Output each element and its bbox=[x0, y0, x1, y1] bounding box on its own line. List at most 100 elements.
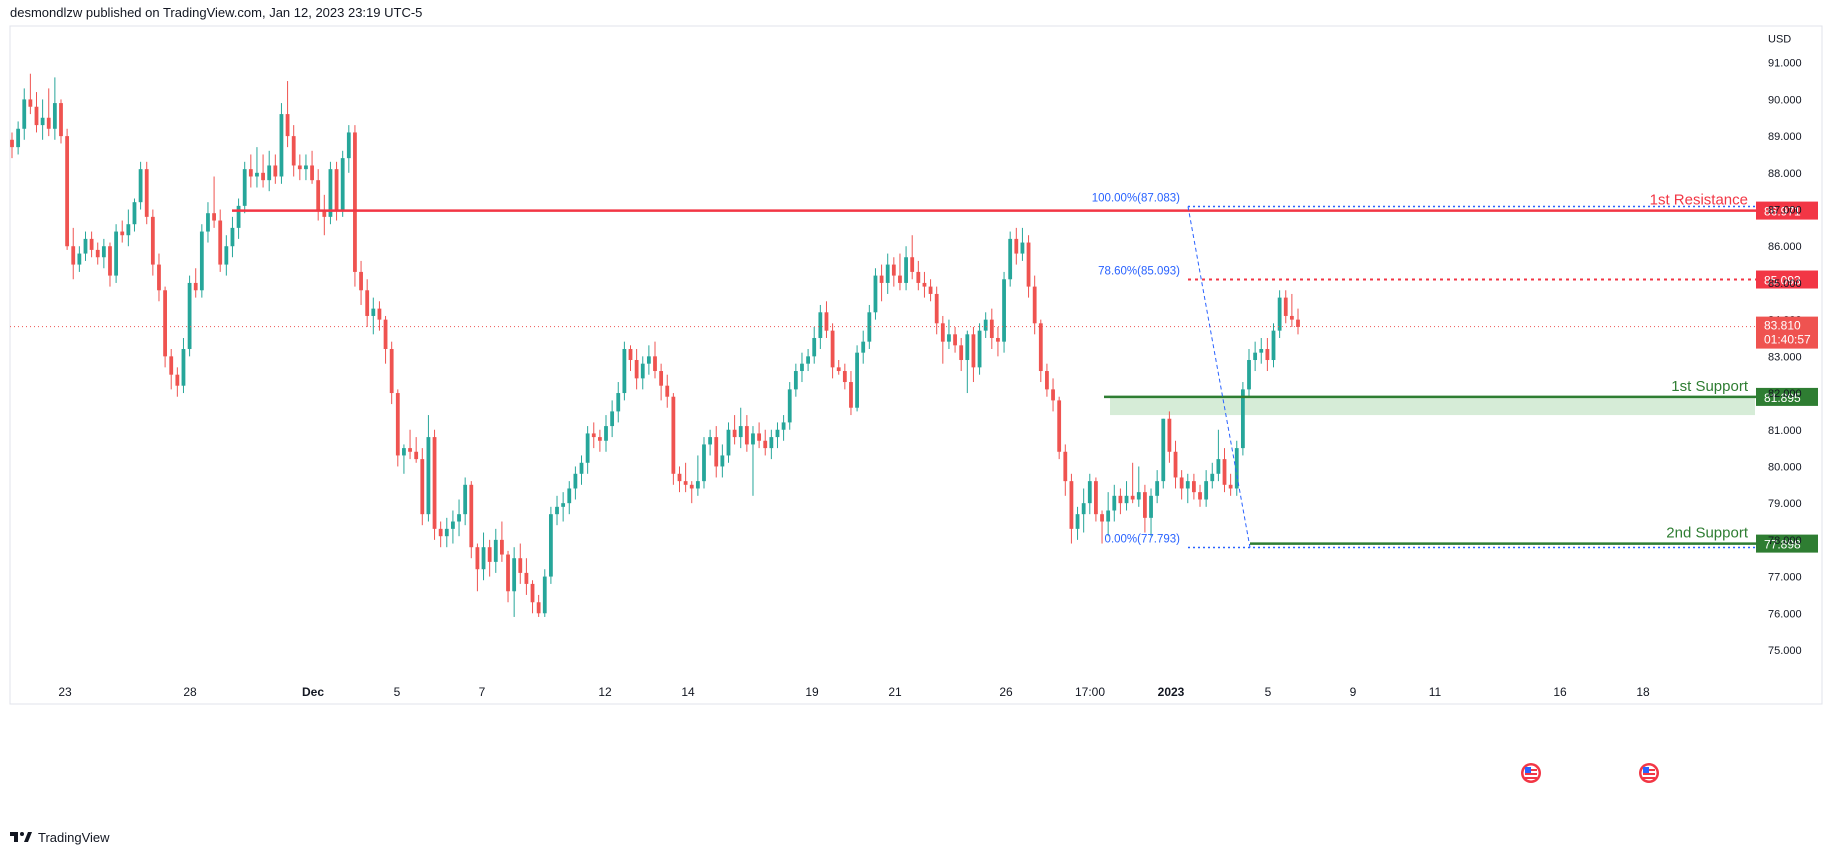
y-tick-label: 91.000 bbox=[1768, 58, 1802, 70]
candle bbox=[744, 415, 749, 452]
candle bbox=[1161, 418, 1166, 489]
candle bbox=[230, 216, 235, 258]
economic-event-flag-icon bbox=[1639, 763, 1659, 783]
candle bbox=[818, 304, 823, 349]
candle bbox=[175, 367, 180, 397]
candle-body bbox=[487, 547, 492, 562]
candle-body bbox=[1253, 352, 1258, 361]
candle-body bbox=[414, 451, 419, 460]
candle-body bbox=[169, 356, 174, 375]
y-tick-label: 89.000 bbox=[1768, 131, 1802, 143]
candle bbox=[377, 301, 382, 331]
candle-body bbox=[934, 293, 939, 324]
candle bbox=[451, 510, 455, 544]
candle-body bbox=[365, 290, 370, 316]
candle bbox=[646, 345, 651, 375]
candle-body bbox=[1100, 514, 1104, 522]
y-tick-label: 90.000 bbox=[1768, 94, 1802, 106]
y-tick-label: 79.000 bbox=[1768, 498, 1802, 510]
candle bbox=[1277, 290, 1282, 338]
candle bbox=[1191, 473, 1196, 500]
candle bbox=[291, 125, 296, 177]
candle-body bbox=[689, 484, 694, 489]
candle bbox=[561, 492, 566, 522]
candle bbox=[1106, 492, 1111, 537]
candle-body bbox=[500, 539, 504, 555]
candle bbox=[824, 301, 829, 338]
y-tick-label: 81.000 bbox=[1768, 425, 1802, 437]
candle-body bbox=[242, 169, 247, 206]
candle-body bbox=[206, 213, 210, 232]
x-tick-label: 14 bbox=[681, 685, 695, 699]
candle bbox=[518, 543, 523, 584]
candle bbox=[206, 202, 210, 243]
candle-body bbox=[702, 444, 706, 482]
candle-body bbox=[1051, 389, 1055, 401]
candle-body bbox=[861, 341, 866, 353]
fib-price-text: 85.093 bbox=[1764, 274, 1801, 288]
candle-body bbox=[806, 356, 810, 364]
candle bbox=[95, 242, 100, 265]
candle bbox=[1020, 227, 1025, 261]
candle bbox=[873, 268, 878, 320]
candle-body bbox=[885, 264, 890, 283]
level-price-tag bbox=[1756, 387, 1818, 406]
y-tick-label: 82.000 bbox=[1768, 388, 1802, 400]
candle bbox=[1179, 470, 1184, 500]
candle bbox=[304, 154, 308, 181]
candle-body bbox=[71, 246, 76, 265]
candle-body bbox=[591, 433, 596, 438]
candle-body bbox=[555, 506, 559, 515]
candle-body bbox=[604, 426, 608, 441]
candle bbox=[444, 517, 449, 548]
candle-body bbox=[1014, 238, 1019, 254]
candle bbox=[108, 242, 112, 287]
candle bbox=[977, 323, 982, 375]
candle-body bbox=[1228, 484, 1233, 489]
candle bbox=[1008, 231, 1013, 287]
level-price-tag bbox=[1756, 201, 1818, 220]
candle-body bbox=[1265, 349, 1270, 361]
candle bbox=[677, 466, 682, 493]
candle-body bbox=[891, 264, 896, 276]
candle-body bbox=[573, 473, 578, 489]
candle bbox=[959, 337, 964, 372]
candle-body bbox=[1155, 481, 1160, 496]
candle-body bbox=[757, 433, 762, 441]
flag-stripe bbox=[1643, 773, 1655, 775]
candle-body bbox=[408, 448, 412, 452]
candle bbox=[1240, 382, 1245, 456]
candle bbox=[738, 407, 743, 449]
candle bbox=[22, 88, 27, 140]
candle bbox=[1136, 466, 1141, 507]
candle-body bbox=[95, 249, 100, 258]
candle-body bbox=[175, 374, 180, 386]
candle-body bbox=[616, 393, 621, 412]
x-tick-label: 5 bbox=[394, 685, 401, 699]
candle bbox=[898, 253, 902, 291]
candle-body bbox=[40, 117, 45, 126]
levels-layer: 1st Resistance 86.971 1st Support 81.895 2nd… bbox=[10, 192, 1818, 553]
candle-body bbox=[377, 308, 382, 320]
candle bbox=[77, 246, 82, 272]
candle bbox=[769, 429, 774, 460]
candle-body bbox=[255, 172, 259, 177]
candle bbox=[610, 400, 615, 438]
candle bbox=[52, 77, 57, 140]
candle-body bbox=[1191, 481, 1196, 493]
x-tick-label: 11 bbox=[1429, 685, 1442, 699]
candle-body bbox=[585, 433, 590, 463]
candle bbox=[71, 227, 76, 280]
candle bbox=[800, 352, 804, 383]
axes-layer: USD 75.000 76.000 77.000 78.000 79.000 80.000 8… bbox=[58, 34, 1818, 699]
candle bbox=[579, 455, 584, 485]
candle-body bbox=[52, 103, 57, 129]
candle-body bbox=[910, 257, 915, 272]
level-price-text: 81.895 bbox=[1764, 391, 1801, 405]
candle bbox=[659, 363, 664, 401]
candle bbox=[316, 169, 321, 221]
candle bbox=[732, 415, 737, 445]
candle-body bbox=[1130, 495, 1135, 500]
candle bbox=[1234, 440, 1239, 496]
